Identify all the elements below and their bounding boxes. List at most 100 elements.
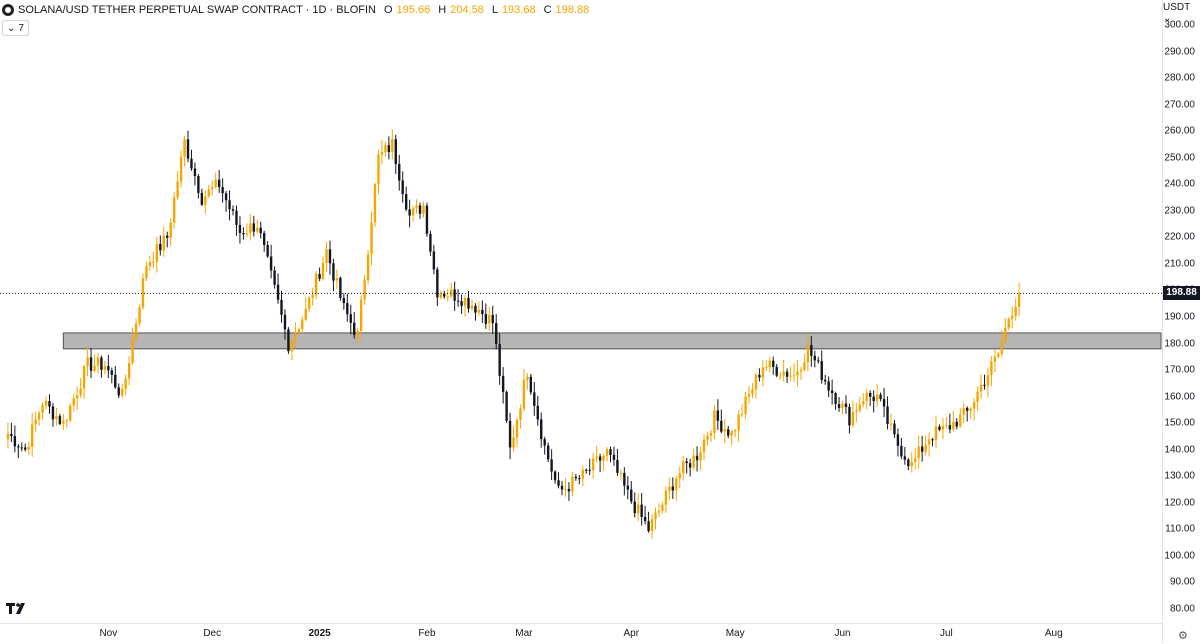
undefined <box>893 423 896 435</box>
undefined <box>623 472 626 486</box>
tradingview-logo-icon[interactable] <box>6 602 30 618</box>
open-label: O <box>383 4 393 16</box>
low-value: 193.68 <box>501 4 536 16</box>
undefined <box>373 184 377 223</box>
undefined <box>110 370 114 375</box>
undefined <box>134 323 138 340</box>
undefined <box>848 406 851 426</box>
chart-area[interactable] <box>0 0 1162 623</box>
close-label: C <box>543 4 552 16</box>
undefined <box>159 243 162 251</box>
price-axis[interactable]: USDT ⌄ 80.00 90.00 100.00 110.00 120.00 130.0… <box>1162 0 1200 643</box>
undefined <box>896 434 900 446</box>
undefined <box>72 398 75 406</box>
undefined <box>889 423 893 425</box>
undefined <box>359 299 363 331</box>
undefined <box>754 374 758 390</box>
undefined <box>661 504 664 511</box>
undefined <box>803 362 806 370</box>
undefined <box>10 433 13 437</box>
undefined <box>141 278 145 308</box>
undefined <box>30 424 34 447</box>
undefined <box>515 420 519 438</box>
undefined <box>353 322 356 335</box>
undefined <box>540 419 543 440</box>
undefined <box>526 376 529 380</box>
undefined <box>287 329 290 352</box>
high-label: H <box>438 4 447 16</box>
undefined <box>657 510 661 513</box>
indicator-toggle[interactable]: ⌄ 7 <box>2 20 29 36</box>
y-tick-label: 250.00 <box>1164 152 1195 164</box>
undefined <box>595 456 598 459</box>
undefined <box>131 339 134 363</box>
undefined <box>204 196 207 205</box>
x-tick-label: Jun <box>834 628 851 639</box>
undefined <box>283 314 287 330</box>
x-tick-label: 2025 <box>308 628 331 639</box>
undefined <box>557 480 560 486</box>
undefined <box>269 256 273 271</box>
undefined <box>678 473 681 479</box>
time-axis[interactable]: Nov Dec 2025 Feb Mar Apr May Jun Jul Aug <box>0 623 1162 644</box>
undefined <box>733 430 737 432</box>
undefined <box>93 365 96 371</box>
undefined <box>429 233 432 252</box>
x-tick-label: May <box>725 628 745 639</box>
undefined <box>148 261 152 267</box>
undefined <box>231 209 235 211</box>
undefined <box>934 426 938 441</box>
undefined <box>713 410 716 433</box>
y-tick-label: 240.00 <box>1164 178 1195 190</box>
undefined <box>858 404 862 411</box>
y-tick-label: 80.00 <box>1169 603 1195 615</box>
undefined <box>456 300 460 302</box>
solana-logo-icon <box>2 4 14 16</box>
y-tick-label: 170.00 <box>1164 364 1195 376</box>
undefined <box>830 390 834 394</box>
undefined <box>398 164 401 181</box>
undefined <box>308 297 311 309</box>
undefined <box>872 396 875 401</box>
undefined <box>588 470 591 472</box>
undefined <box>941 425 945 430</box>
undefined <box>626 485 630 490</box>
undefined <box>342 298 346 304</box>
undefined <box>484 314 488 324</box>
gear-icon[interactable]: ⚙ <box>1178 630 1188 642</box>
undefined <box>20 447 23 449</box>
undefined <box>727 429 730 436</box>
undefined <box>197 176 200 193</box>
undefined <box>474 305 477 313</box>
x-tick-label: Feb <box>418 628 436 639</box>
undefined <box>193 168 197 177</box>
undefined <box>117 387 120 396</box>
undefined <box>640 504 643 517</box>
undefined <box>349 314 352 323</box>
undefined <box>96 357 100 366</box>
undefined <box>1010 315 1014 319</box>
undefined <box>785 371 789 377</box>
y-tick-label: 260.00 <box>1164 125 1195 137</box>
undefined <box>948 425 952 430</box>
undefined <box>699 452 702 461</box>
undefined <box>366 254 370 281</box>
undefined <box>245 233 249 235</box>
y-tick-label: 280.00 <box>1164 72 1195 84</box>
undefined <box>207 189 210 197</box>
undefined <box>792 375 796 377</box>
undefined <box>716 410 720 421</box>
undefined <box>481 309 484 315</box>
undefined <box>1000 341 1004 354</box>
undefined <box>917 446 920 459</box>
undefined <box>121 388 124 396</box>
undefined <box>169 222 172 238</box>
undefined <box>51 406 55 420</box>
currency-selector[interactable]: USDT ⌄ <box>1163 2 1191 24</box>
undefined <box>252 223 255 232</box>
undefined <box>294 333 297 340</box>
undefined <box>959 414 962 427</box>
candlestick-chart[interactable] <box>0 0 1162 623</box>
undefined <box>976 391 979 402</box>
x-tick-label: Mar <box>515 628 533 639</box>
